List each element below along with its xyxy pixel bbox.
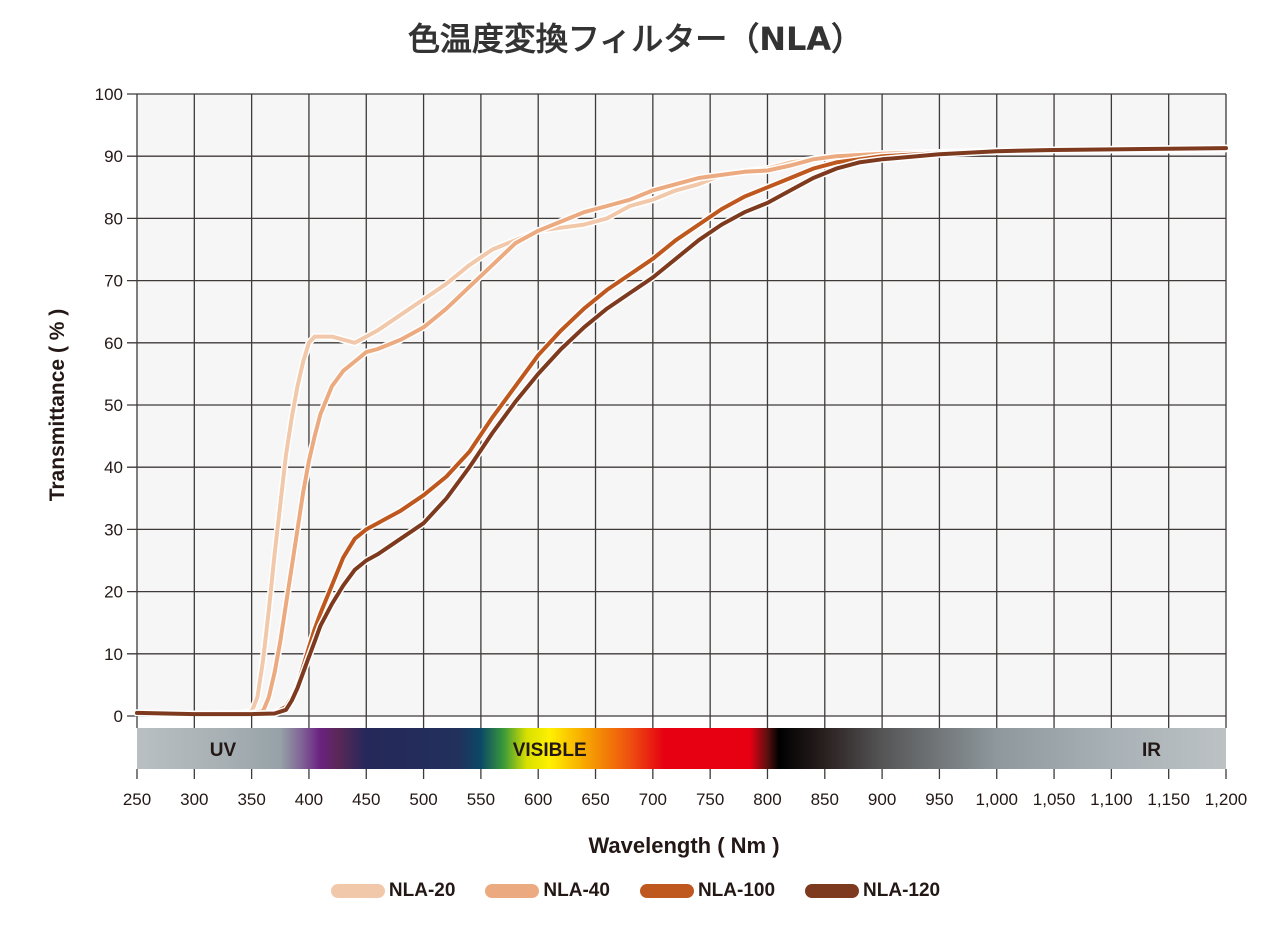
x-tick-label: 700 <box>639 790 667 809</box>
x-tick-label: 900 <box>868 790 896 809</box>
y-axis-ticks: 0 10 20 30 40 50 60 70 80 90 100 <box>95 85 123 726</box>
y-tick-label: 100 <box>95 85 123 104</box>
y-tick-label: 10 <box>104 645 123 664</box>
x-tick-label: 350 <box>237 790 265 809</box>
band-label-visible: VISIBLE <box>513 740 587 761</box>
legend-item-nla-40: NLA-40 <box>485 880 610 902</box>
series-line-nla-40 <box>135 146 1228 717</box>
x-tick-label: 650 <box>581 790 609 809</box>
legend-item-nla-20: NLA-20 <box>330 880 456 902</box>
x-tick-label: 500 <box>409 790 437 809</box>
series-line-nla-120 <box>135 146 1228 717</box>
legend-label: NLA-20 <box>388 880 456 901</box>
y-tick-label: 0 <box>114 707 123 726</box>
legend: NLA-20 NLA-40 NLA-100 NLA-120 <box>0 880 1271 902</box>
spectrum-band <box>137 728 1226 769</box>
x-tick-label: 1,000 <box>975 790 1018 809</box>
x-tick-label: 250 <box>123 790 151 809</box>
x-tick-label: 1,150 <box>1147 790 1190 809</box>
x-tick-label: 1,100 <box>1090 790 1133 809</box>
chart-title: 色温度変換フィルター（NLA） <box>407 20 864 58</box>
x-tick-label: 1,200 <box>1205 790 1248 809</box>
x-tick-label: 550 <box>467 790 495 809</box>
x-axis-ticks: 250 300 350 400 450 500 550 600 650 700 750 800 850 9… <box>123 716 1247 809</box>
y-tick-label: 30 <box>104 520 123 539</box>
legend-label: NLA-120 <box>863 880 941 901</box>
x-axis-label: Wavelength ( Nm ) <box>588 833 779 858</box>
legend-label: NLA-100 <box>697 880 776 901</box>
y-tick-label: 20 <box>104 583 123 602</box>
y-tick-label: 90 <box>104 147 123 166</box>
y-tick-label: 50 <box>104 396 123 415</box>
grid-lines <box>127 93 1227 717</box>
legend-swatch-icon <box>639 884 694 898</box>
band-label-ir: IR <box>1142 740 1161 761</box>
x-tick-label: 1,050 <box>1033 790 1076 809</box>
x-tick-label: 750 <box>696 790 724 809</box>
x-tick-label: 600 <box>524 790 552 809</box>
y-axis-label: Transmittance ( % ) <box>46 309 69 502</box>
y-tick-label: 70 <box>104 272 123 291</box>
x-tick-label: 850 <box>811 790 839 809</box>
legend-label: NLA-40 <box>543 880 610 901</box>
legend-item-nla-100: NLA-100 <box>639 880 776 902</box>
series-lines <box>133 144 1230 718</box>
spectrum-bar: UV VISIBLE IR <box>137 728 1226 769</box>
legend-swatch-icon <box>805 884 860 898</box>
x-tick-label: 450 <box>352 790 380 809</box>
x-tick-label: 400 <box>295 790 323 809</box>
band-label-uv: UV <box>210 740 237 761</box>
legend-swatch-icon <box>330 884 385 898</box>
legend-swatch-icon <box>485 884 540 898</box>
x-tick-label: 300 <box>180 790 208 809</box>
y-tick-label: 40 <box>104 458 123 477</box>
y-tick-label: 80 <box>104 209 123 228</box>
y-tick-label: 60 <box>104 334 123 353</box>
legend-item-nla-120: NLA-120 <box>805 880 940 902</box>
x-tick-label: 950 <box>925 790 953 809</box>
x-tick-label: 800 <box>753 790 781 809</box>
